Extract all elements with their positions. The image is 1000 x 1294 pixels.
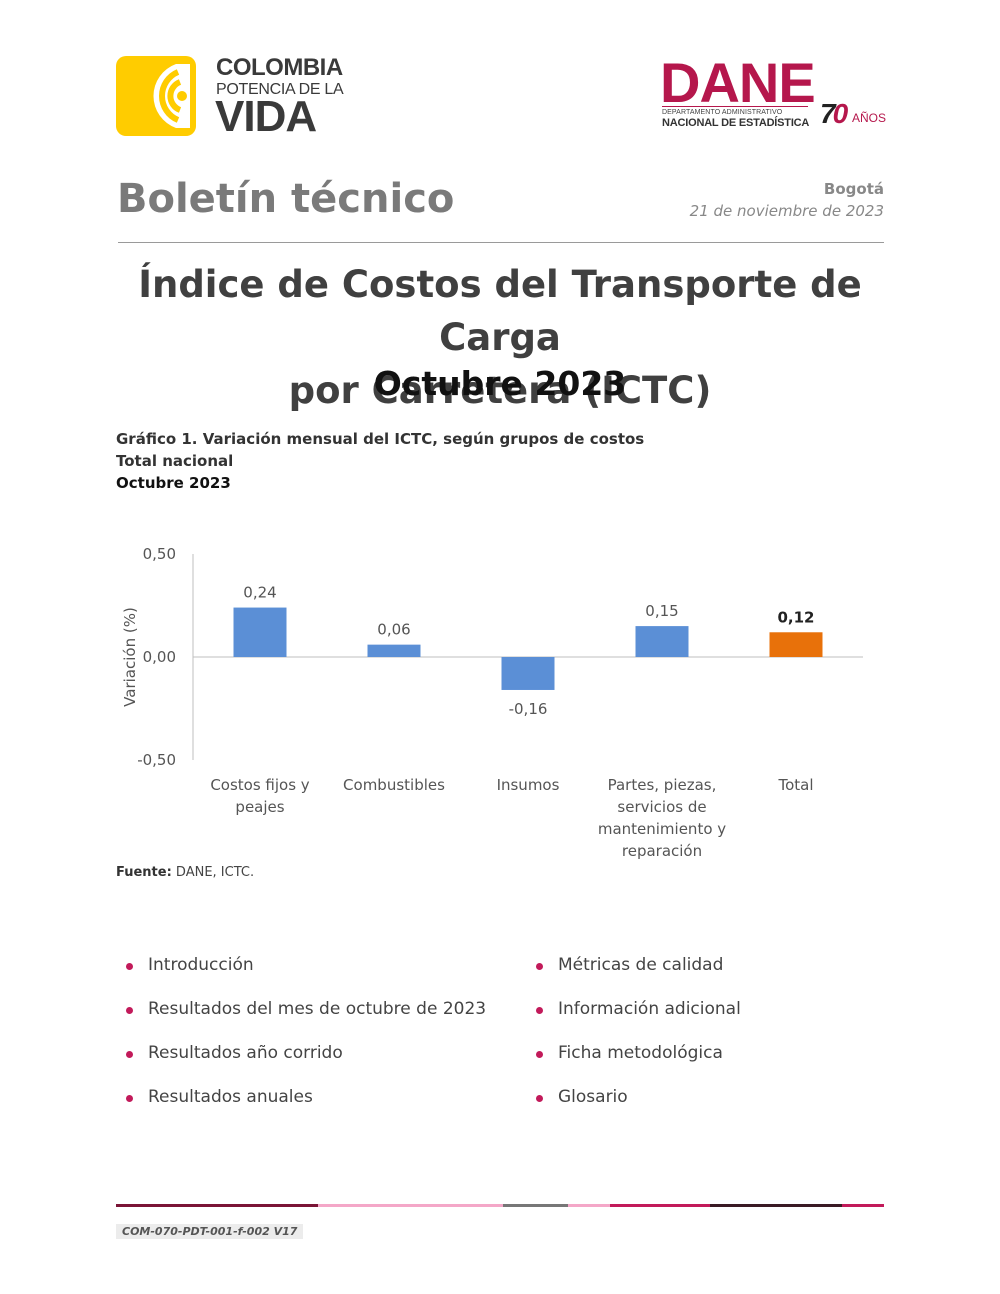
toc-item[interactable]: Resultados año corrido bbox=[126, 1043, 343, 1063]
footer-bar-segment bbox=[610, 1204, 710, 1207]
category-label: Costos fijos y bbox=[210, 776, 309, 794]
bar bbox=[367, 644, 421, 657]
toc-item[interactable]: Información adicional bbox=[536, 999, 741, 1019]
date-label: 21 de noviembre de 2023 bbox=[689, 202, 884, 220]
data-label: 0,15 bbox=[645, 602, 678, 620]
data-label: -0,16 bbox=[509, 700, 548, 718]
toc-item-label: Métricas de calidad bbox=[558, 955, 724, 975]
bullet-icon bbox=[536, 1095, 543, 1102]
footer-bar-segment bbox=[318, 1204, 503, 1207]
footer-bar-segment bbox=[842, 1204, 884, 1207]
bar bbox=[501, 657, 555, 690]
category-label: Partes, piezas, bbox=[608, 776, 717, 794]
source-label: Fuente: bbox=[116, 865, 172, 880]
dane-logo-name: DANE bbox=[660, 51, 816, 114]
chart-caption-period: Octubre 2023 bbox=[116, 474, 231, 492]
toc-item[interactable]: Ficha metodológica bbox=[536, 1043, 723, 1063]
footer-bar-segment bbox=[503, 1204, 568, 1207]
toc-item-label: Resultados año corrido bbox=[148, 1043, 343, 1063]
y-tick-label: 0,50 bbox=[143, 545, 176, 563]
variation-bar-chart: 0,50 0,00 -0,50 Variación (%) 0,24 Costos fij… bbox=[121, 545, 863, 860]
bullet-icon bbox=[126, 1007, 133, 1014]
bullet-icon bbox=[126, 1095, 133, 1102]
category-label: reparación bbox=[622, 842, 702, 860]
main-title-line1: Índice de Costos del Transporte de Carga bbox=[138, 263, 862, 359]
footer-bar-segment bbox=[710, 1204, 842, 1207]
toc-item[interactable]: Introducción bbox=[126, 955, 254, 975]
bar bbox=[635, 626, 689, 657]
dane-anniversary-number: 70 bbox=[820, 98, 848, 130]
main-title-line2: por Carretera (ICTC) bbox=[288, 369, 712, 412]
data-label: 0,06 bbox=[377, 621, 410, 639]
anniv-zero: 0 bbox=[832, 98, 848, 129]
bar bbox=[233, 607, 287, 657]
period-subtitle: Octubre 2023 bbox=[373, 364, 627, 403]
toc-item-label: Resultados anuales bbox=[148, 1087, 313, 1107]
logo-colombia-line3: VIDA bbox=[215, 92, 317, 141]
chart-caption-title: Gráfico 1. Variación mensual del ICTC, s… bbox=[116, 430, 645, 448]
colombia-potencia-logo: COLOMBIA POTENCIA DE LA VIDA bbox=[116, 54, 356, 141]
data-label: 0,12 bbox=[777, 608, 814, 626]
dane-logo: DANE DEPARTAMENTO ADMINISTRATIVO NACIONA… bbox=[660, 51, 890, 134]
chart-source: Fuente: DANE, ICTC. bbox=[116, 865, 254, 880]
toc-item[interactable]: Resultados del mes de octubre de 2023 bbox=[126, 999, 487, 1019]
category-label: servicios de bbox=[617, 798, 706, 816]
doc-type-title: Boletín técnico bbox=[117, 176, 455, 222]
category-label: Total bbox=[777, 776, 813, 794]
bullet-icon bbox=[536, 963, 543, 970]
header-divider bbox=[118, 242, 884, 243]
logo-colombia-line1: COLOMBIA bbox=[216, 54, 343, 81]
category-label: peajes bbox=[235, 798, 284, 816]
colombia-logo-mark-icon bbox=[116, 56, 196, 136]
data-label: 0,24 bbox=[243, 584, 276, 602]
toc-item[interactable]: Glosario bbox=[536, 1087, 628, 1107]
logo-colombia-line2: POTENCIA DE LA bbox=[216, 81, 344, 98]
bullet-icon bbox=[126, 963, 133, 970]
footer-bar-segment bbox=[116, 1204, 318, 1207]
dane-logo-sub2: NACIONAL DE ESTADÍSTICA bbox=[662, 117, 810, 129]
bullet-icon bbox=[536, 1051, 543, 1058]
toc-item-label: Glosario bbox=[558, 1087, 628, 1107]
bullet-icon bbox=[126, 1051, 133, 1058]
dane-anniversary-text: AÑOS bbox=[852, 111, 887, 125]
y-tick-label: -0,50 bbox=[137, 751, 176, 769]
bullet-icon bbox=[536, 1007, 543, 1014]
toc-item[interactable]: Resultados anuales bbox=[126, 1087, 313, 1107]
category-label: Insumos bbox=[497, 776, 560, 794]
category-label: Combustibles bbox=[343, 776, 445, 794]
anniv-seven: 7 bbox=[820, 98, 835, 129]
toc-item-label: Resultados del mes de octubre de 2023 bbox=[148, 999, 487, 1019]
y-tick-label: 0,00 bbox=[143, 648, 176, 666]
main-title: Índice de Costos del Transporte de Carga… bbox=[80, 258, 920, 417]
toc-item-label: Información adicional bbox=[558, 999, 741, 1019]
city-label: Bogotá bbox=[823, 180, 884, 198]
bar bbox=[769, 632, 823, 657]
footer-bar-segment bbox=[568, 1204, 610, 1207]
source-text: DANE, ICTC. bbox=[171, 865, 255, 880]
footer-color-bar bbox=[116, 1204, 884, 1207]
category-label: mantenimiento y bbox=[598, 820, 726, 838]
dane-logo-sub1: DEPARTAMENTO ADMINISTRATIVO bbox=[662, 109, 783, 116]
toc-item-label: Ficha metodológica bbox=[558, 1043, 723, 1063]
y-axis-label: Variación (%) bbox=[121, 607, 139, 707]
toc-item-label: Introducción bbox=[148, 955, 254, 975]
document-code: COM-070-PDT-001-f-002 V17 bbox=[116, 1224, 304, 1239]
dane-logo-separator bbox=[662, 106, 808, 107]
toc-item[interactable]: Métricas de calidad bbox=[536, 955, 724, 975]
chart-caption-scope: Total nacional bbox=[116, 452, 234, 470]
